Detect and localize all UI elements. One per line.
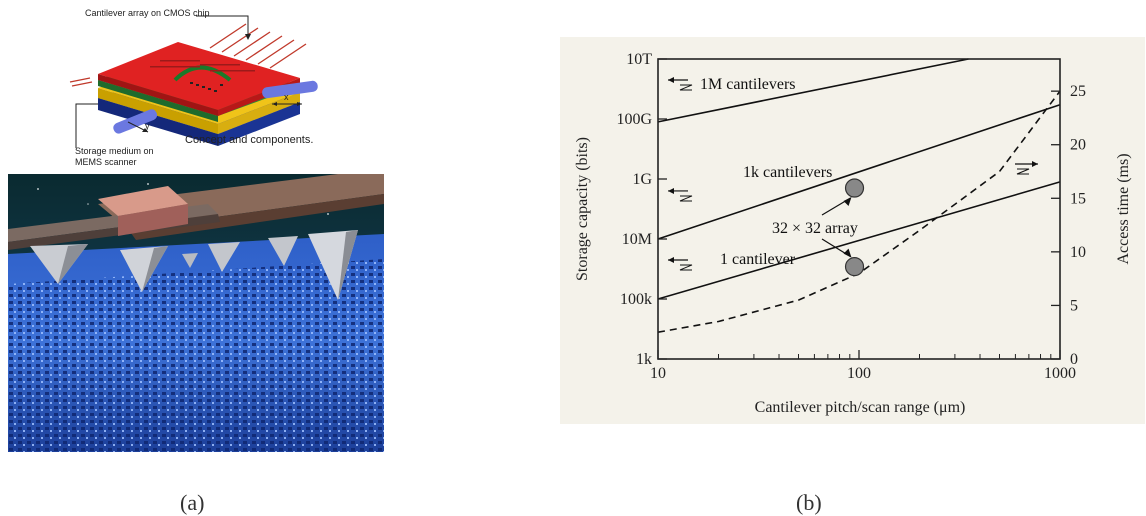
y-right-tick-label: 10 <box>1070 244 1086 261</box>
diagram-bottom-label-line2: MEMS scanner <box>75 157 137 167</box>
y-axis-right-label: Access time (ms) <box>1115 153 1132 264</box>
left-axis-indicator-zig <box>679 195 693 202</box>
series-label: 1 cantilever <box>720 251 796 268</box>
caption-a: (a) <box>180 490 205 515</box>
series-label: 1k cantilevers <box>743 164 832 181</box>
storage-capacity-chart: 10 100 1000 1k 100k 10M 1G 100G 10T 0 5 10 15 20 25 1M… <box>560 37 1145 424</box>
arrowhead-up <box>843 197 852 207</box>
y-left-tick-label: 1G <box>632 171 652 188</box>
y-left-tick-label: 100k <box>620 291 652 308</box>
annotation-32x32: 32 × 32 array <box>772 220 858 237</box>
diagram-bottom-label: Storage medium on <box>75 146 154 156</box>
axis-y-label: y <box>145 121 150 131</box>
y-right-tick-label: 25 <box>1070 83 1086 100</box>
axis-x-label: x <box>284 92 289 102</box>
panel-a: Cantilever array on CMOS chip Storage me… <box>0 0 390 470</box>
y-left-tick-label: 100G <box>616 111 652 128</box>
arrowhead-down <box>843 248 852 258</box>
y-right-tick-label: 0 <box>1070 351 1078 368</box>
y-right-tick-label: 20 <box>1070 137 1086 154</box>
series-label: 1M cantilevers <box>700 76 796 93</box>
left-axis-indicator-zig <box>679 84 693 91</box>
left-axis-indicator-head <box>668 256 674 263</box>
right-axis-indicator-head <box>1032 161 1038 167</box>
diagram-top-label: Cantilever array on CMOS chip <box>85 8 210 18</box>
caption-b: (b) <box>796 490 822 515</box>
array-marker <box>844 257 865 277</box>
y-axis-left-label: Storage capacity (bits) <box>574 137 591 281</box>
cantilever-render-image <box>8 174 384 452</box>
y-left-tick-label: 10M <box>622 231 652 248</box>
left-axis-indicator-zig <box>679 264 693 271</box>
concept-caption: Concept and components. <box>185 134 314 146</box>
x-tick-label: 1000 <box>1044 365 1076 382</box>
x-tick-label: 100 <box>847 365 871 382</box>
x-axis-label: Cantilever pitch/scan range (μm) <box>755 399 966 416</box>
y-right-tick-label: 5 <box>1070 297 1078 314</box>
x-tick-label: 10 <box>650 365 666 382</box>
series-line-1k-cantilevers <box>657 103 1061 240</box>
y-right-tick-label: 15 <box>1070 190 1086 207</box>
right-axis-indicator-zig <box>1016 168 1030 175</box>
left-axis-indicator-head <box>668 76 674 83</box>
cantilever-concept-diagram <box>69 15 318 148</box>
series-line-1-cantilever <box>657 181 1061 300</box>
series-line-1m-cantilevers <box>657 58 969 123</box>
y-left-tick-label: 10T <box>626 51 652 68</box>
panel-b: 10 100 1000 1k 100k 10M 1G 100G 10T 0 5 10 15 20 25 1M… <box>560 37 1145 424</box>
array-marker <box>844 178 865 198</box>
left-axis-indicator-head <box>668 187 674 194</box>
plot-frame <box>657 58 1061 360</box>
y-left-tick-label: 1k <box>636 351 652 368</box>
